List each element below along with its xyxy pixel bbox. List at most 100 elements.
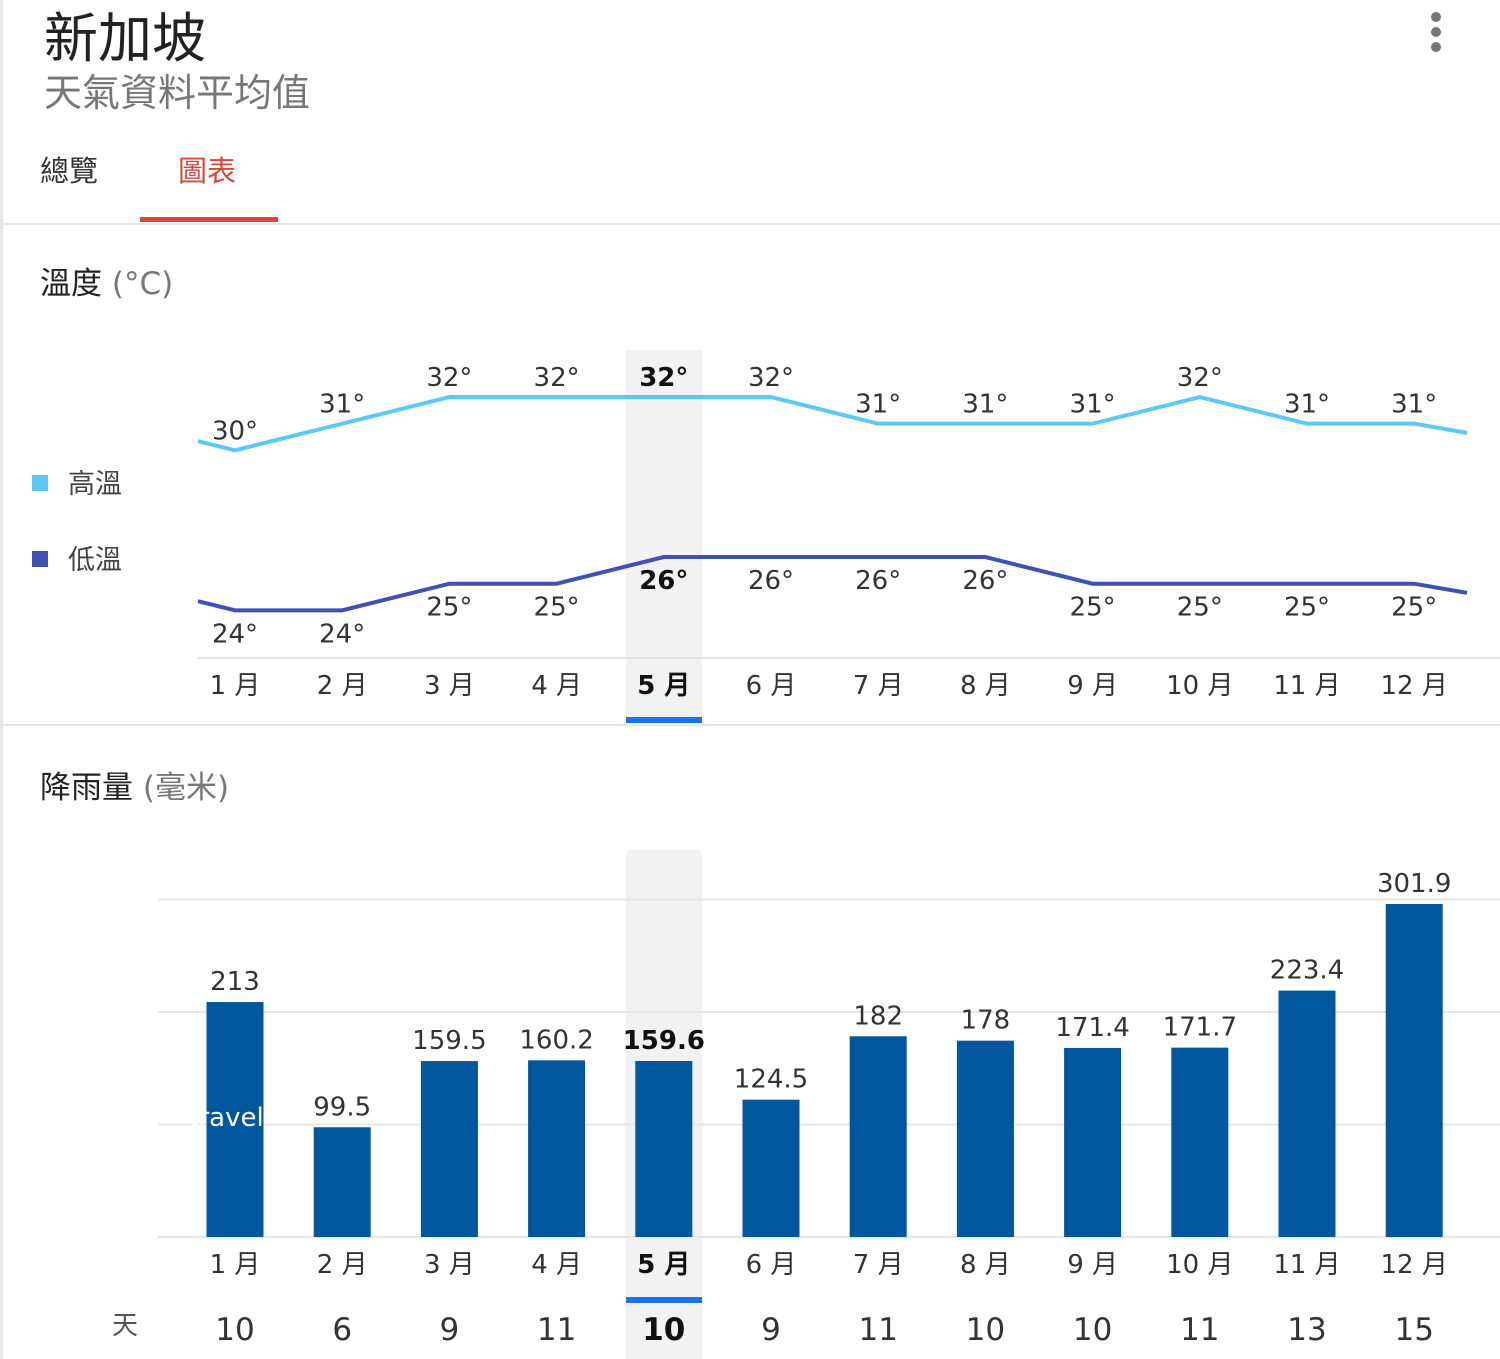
rainfall-bar [742, 1099, 800, 1237]
rainfall-value-label: 159.5 [412, 1026, 486, 1056]
rain-days-value: 15 [1394, 1312, 1433, 1348]
low-temp-label: 25° [1070, 593, 1116, 623]
high-temp-label: 30° [212, 416, 258, 446]
rainfall-value-label: 159.6 [623, 1026, 705, 1056]
selected-month-indicator [626, 1297, 702, 1303]
rain-days-value: 10 [966, 1312, 1005, 1348]
rainfall-month-label: 3 月 [424, 1250, 475, 1280]
rainfall-month-label: 10 月 [1166, 1250, 1233, 1280]
temperature-month-label: 8 月 [960, 671, 1011, 701]
rainfall-month-label: 7 月 [853, 1250, 904, 1280]
rainfall-value-label: 301.9 [1377, 869, 1451, 899]
low-temp-label: 24° [319, 619, 365, 649]
selected-month-indicator [626, 717, 702, 723]
legend-high-label: 高溫 [68, 469, 122, 500]
rainfall-month-label: 4 月 [531, 1250, 582, 1280]
rainfall-month-label: 5 月 [637, 1250, 690, 1280]
temperature-unit: (°C) [111, 266, 174, 302]
rainfall-value-label: 213 [210, 967, 260, 997]
page-subtitle: 天氣資料平均值 [44, 71, 311, 115]
low-temp-label: 25° [426, 593, 472, 623]
high-temp-label: 32° [748, 363, 794, 393]
rainfall-bar [956, 1040, 1014, 1237]
low-temp-label: 26° [855, 566, 901, 596]
rain-days-value: 9 [440, 1312, 460, 1348]
divider [3, 223, 1500, 225]
divider [3, 724, 1500, 726]
more-options-icon[interactable] [1424, 10, 1448, 54]
rainfall-value-label: 178 [961, 1006, 1011, 1036]
rain-days-value: 10 [642, 1312, 685, 1348]
rainfall-value-label: 182 [853, 1001, 903, 1031]
high-temp-label: 32° [639, 363, 688, 393]
high-temp-label: 31° [855, 390, 901, 420]
low-temp-label: 25° [1177, 593, 1223, 623]
rainfall-value-label: 160.2 [519, 1025, 593, 1055]
rainfall-bar [635, 1060, 693, 1237]
rainfall-bar [206, 1002, 264, 1237]
rainfall-month-label: 2 月 [317, 1250, 368, 1280]
temperature-month-label: 2 月 [317, 671, 368, 701]
tab-charts[interactable]: 圖表 [178, 154, 237, 188]
low-temp-label: 25° [534, 593, 580, 623]
active-tab-indicator [140, 217, 278, 222]
rainfall-title-text: 降雨量 [40, 770, 133, 806]
rainfall-bar [849, 1036, 907, 1237]
rain-days-value: 13 [1287, 1312, 1326, 1348]
rainfall-month-label: 9 月 [1067, 1250, 1118, 1280]
rainfall-value-label: 99.5 [313, 1092, 371, 1122]
rainfall-month-label: 11 月 [1273, 1250, 1340, 1280]
rainfall-unit: (毫米) [142, 770, 230, 806]
high-temp-label: 31° [319, 390, 365, 420]
watermark: travel [188, 1103, 263, 1133]
temperature-month-label: 1 月 [210, 671, 261, 701]
rain-days-value: 6 [332, 1312, 352, 1348]
high-temp-label: 32° [534, 363, 580, 393]
rain-days-value: 11 [1180, 1312, 1219, 1348]
low-temp-label: 26° [639, 566, 688, 596]
high-temp-label: 32° [1177, 363, 1223, 393]
rainfall-month-label: 1 月 [210, 1250, 261, 1280]
page-title: 新加坡 [44, 7, 206, 70]
rainfall-value-label: 223.4 [1270, 956, 1344, 986]
temperature-month-label: 7 月 [853, 671, 904, 701]
low-temp-label: 26° [962, 566, 1008, 596]
high-temp-label: 31° [1070, 390, 1116, 420]
low-temp-line [197, 555, 1468, 613]
temperature-title-text: 溫度 [40, 266, 102, 302]
rainfall-bar [1171, 1047, 1229, 1237]
temperature-month-label: 11 月 [1273, 671, 1340, 701]
legend-low: 低溫 [32, 538, 122, 577]
temperature-month-label: 5 月 [637, 671, 690, 701]
rainfall-value-label: 171.4 [1055, 1013, 1129, 1043]
rainfall-bar [528, 1060, 586, 1237]
temperature-month-label: 12 月 [1381, 671, 1448, 701]
rainfall-bar [420, 1061, 478, 1237]
rain-days-value: 11 [537, 1312, 576, 1348]
high-temp-label: 31° [1391, 390, 1437, 420]
temperature-month-label: 4 月 [531, 671, 582, 701]
rainfall-bar [313, 1127, 371, 1237]
tab-overview[interactable]: 總覽 [40, 154, 99, 188]
legend-high-swatch [32, 475, 48, 491]
rainfall-bar [1064, 1047, 1122, 1237]
low-temp-label: 24° [212, 619, 258, 649]
low-temp-label: 26° [748, 566, 794, 596]
rain-days-value: 9 [761, 1312, 781, 1348]
low-temp-label: 25° [1284, 593, 1330, 623]
rain-days-value: 11 [858, 1312, 897, 1348]
rainfall-title: 降雨量 (毫米) [40, 762, 229, 807]
high-temp-label: 31° [1284, 390, 1330, 420]
rainfall-value-label: 171.7 [1163, 1013, 1237, 1043]
temperature-month-label: 10 月 [1166, 671, 1233, 701]
high-temp-label: 32° [426, 363, 472, 393]
temperature-month-label: 6 月 [746, 671, 797, 701]
legend-low-swatch [32, 551, 48, 567]
rainfall-month-label: 8 月 [960, 1250, 1011, 1280]
card-left-border [0, 0, 3, 1359]
rain-days-value: 10 [1073, 1312, 1112, 1348]
rainfall-bar [1278, 990, 1336, 1237]
temperature-month-label: 3 月 [424, 671, 475, 701]
legend-low-label: 低溫 [68, 545, 122, 576]
low-temp-label: 25° [1391, 593, 1437, 623]
